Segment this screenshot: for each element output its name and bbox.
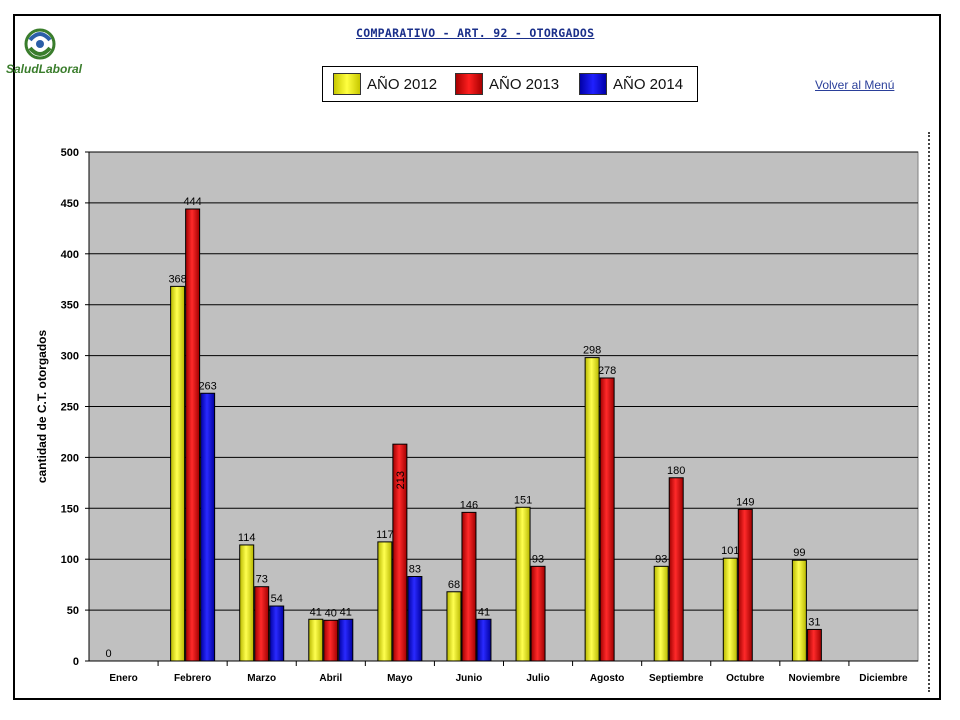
x-tick-label: Noviembre [789, 673, 841, 684]
data-label: 41 [478, 606, 490, 618]
logo-text: SaludLaboral [6, 62, 83, 76]
bar [791, 559, 807, 662]
data-label: 40 [325, 607, 337, 619]
data-label: 83 [409, 564, 421, 576]
bar [530, 565, 546, 662]
page-title: COMPARATIVO - ART. 92 - OTORGADOS [356, 26, 595, 40]
data-label: 117 [376, 529, 394, 541]
x-tick-label: Marzo [247, 673, 276, 684]
x-tick-label: Agosto [590, 673, 624, 684]
bar [737, 508, 753, 662]
data-label: 93 [532, 553, 544, 565]
bar [653, 565, 669, 662]
bar [200, 392, 216, 662]
data-label: 263 [198, 380, 216, 392]
back-to-menu-link[interactable]: Volver al Menú [815, 78, 895, 92]
bar [308, 618, 324, 662]
bar [377, 541, 393, 662]
bar [668, 477, 684, 662]
data-label: 68 [448, 579, 460, 591]
bar [323, 619, 339, 662]
y-tick-label: 500 [61, 147, 79, 159]
data-label: 99 [793, 547, 805, 559]
data-label: 93 [655, 553, 667, 565]
data-label: 0 [105, 648, 111, 660]
legend-label-2012: AÑO 2012 [367, 75, 438, 93]
x-tick-label: Enero [109, 673, 137, 684]
bar [338, 618, 354, 662]
y-tick-label: 450 [61, 198, 79, 210]
bar [476, 618, 492, 662]
y-tick-label: 0 [73, 656, 79, 668]
data-label: 151 [514, 494, 532, 506]
y-tick-label: 50 [67, 605, 79, 617]
bar [515, 506, 531, 662]
dotted-divider [928, 132, 930, 692]
data-label: 101 [721, 545, 739, 557]
legend-label-2013: AÑO 2013 [489, 75, 560, 93]
data-label: 213 [395, 471, 407, 489]
bar [722, 557, 738, 662]
legend-swatch-2013 [455, 73, 483, 95]
y-axis-label: cantidad de C.T. otorgados [35, 330, 49, 484]
bar [269, 605, 285, 662]
bar [446, 591, 462, 662]
legend-swatch-2012 [333, 73, 361, 95]
x-tick-label: Abril [319, 673, 342, 684]
data-label: 31 [808, 616, 820, 628]
bar [170, 285, 186, 662]
x-tick-label: Mayo [387, 673, 413, 684]
bar [806, 628, 822, 662]
data-label: 73 [256, 574, 268, 586]
bar [599, 377, 615, 662]
data-label: 298 [583, 345, 601, 357]
data-label: 146 [460, 499, 478, 511]
y-tick-label: 400 [61, 249, 79, 261]
data-label: 149 [736, 496, 754, 508]
bar [407, 576, 423, 662]
salud-laboral-logo-icon [24, 28, 56, 60]
chart-legend: AÑO 2012 AÑO 2013 AÑO 2014 [322, 66, 698, 102]
y-tick-label: 250 [61, 402, 79, 414]
data-label: 180 [667, 465, 685, 477]
x-tick-label: Diciembre [859, 673, 908, 684]
bar [392, 443, 408, 662]
y-tick-label: 100 [61, 554, 79, 566]
x-tick-label: Junio [456, 673, 483, 684]
y-tick-label: 200 [61, 452, 79, 464]
data-label: 54 [271, 593, 283, 605]
y-tick-label: 300 [61, 351, 79, 363]
y-tick-label: 350 [61, 300, 79, 312]
bar [185, 208, 201, 662]
data-label: 41 [310, 606, 322, 618]
legend-item-2013: AÑO 2013 [455, 72, 559, 96]
x-tick-label: Julio [526, 673, 549, 684]
bar [461, 511, 477, 662]
data-label: 278 [598, 365, 616, 377]
bar [584, 357, 600, 662]
x-tick-label: Febrero [174, 673, 211, 684]
bar [254, 586, 270, 662]
legend-item-2014: AÑO 2014 [579, 72, 683, 96]
data-label: 41 [340, 606, 352, 618]
legend-item-2012: AÑO 2012 [333, 72, 437, 96]
x-tick-label: Septiembre [649, 673, 704, 684]
y-tick-label: 150 [61, 503, 79, 515]
data-label: 444 [183, 196, 201, 208]
bar [239, 544, 255, 662]
x-tick-label: Octubre [726, 673, 765, 684]
data-label: 368 [168, 273, 186, 285]
data-label: 114 [238, 532, 256, 544]
legend-swatch-2014 [579, 73, 607, 95]
legend-label-2014: AÑO 2014 [613, 75, 684, 93]
